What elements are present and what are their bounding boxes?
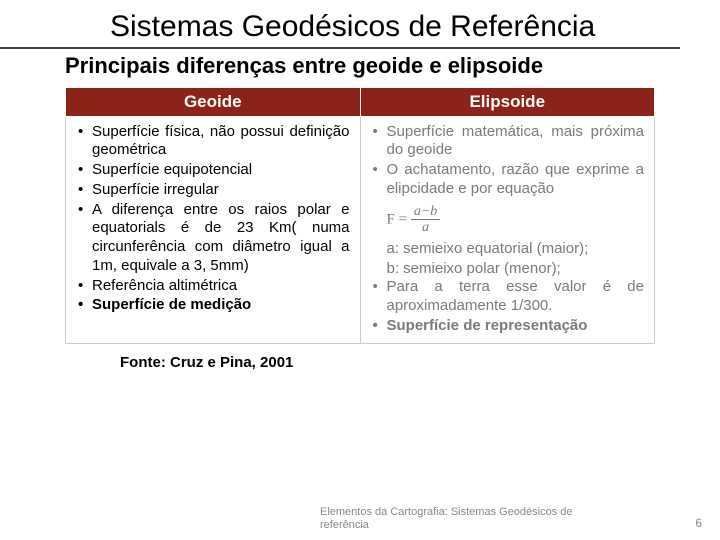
list-item: Superfície equipotencial (76, 161, 350, 180)
def-a: a: semieixo equatorial (maior); (387, 239, 645, 259)
elipsoide-list-2: Para a terra esse valor é de aproximadam… (371, 278, 645, 335)
def-b: b: semieixo polar (menor); (387, 259, 645, 279)
formula: F = a−b a (371, 200, 645, 240)
elipsoide-list: Superfície matemática, mais próxima do g… (371, 123, 645, 199)
axis-definitions: a: semieixo equatorial (maior); b: semie… (371, 239, 645, 278)
list-item-bold: Superfície de medição (76, 296, 350, 315)
list-item: Superfície irregular (76, 181, 350, 200)
cell-elipsoide: Superfície matemática, mais próxima do g… (360, 116, 655, 343)
formula-num: a−b (411, 204, 440, 220)
comparison-table: Geoide Elipsoide Superfície física, não … (65, 87, 655, 344)
list-item: O achatamento, razão que exprime a elipc… (371, 161, 645, 199)
list-item: A diferença entre os raios polar e equat… (76, 201, 350, 276)
formula-lhs: F = (387, 211, 408, 227)
header-elipsoide: Elipsoide (360, 87, 655, 116)
subtitle: Principais diferenças entre geoide e eli… (0, 49, 720, 87)
formula-den: a (411, 220, 440, 235)
list-item: Referência altimétrica (76, 277, 350, 296)
formula-fraction: a−b a (411, 204, 440, 236)
footer-text: Elementos da Cartografia: Sistemas Geodé… (320, 506, 620, 532)
cell-geoide: Superfície física, não possui definição … (66, 116, 361, 343)
page-number: 6 (695, 516, 702, 530)
page-title: Sistemas Geodésicos de Referência (0, 0, 680, 49)
list-item: Superfície física, não possui definição … (76, 123, 350, 161)
list-item-bold: Superfície de representação (371, 317, 645, 336)
header-geoide: Geoide (66, 87, 361, 116)
list-item: Para a terra esse valor é de aproximadam… (371, 278, 645, 316)
geoide-list: Superfície física, não possui definição … (76, 123, 350, 316)
list-item: Superfície matemática, mais próxima do g… (371, 123, 645, 161)
source-citation: Fonte: Cruz e Pina, 2001 (0, 344, 720, 371)
